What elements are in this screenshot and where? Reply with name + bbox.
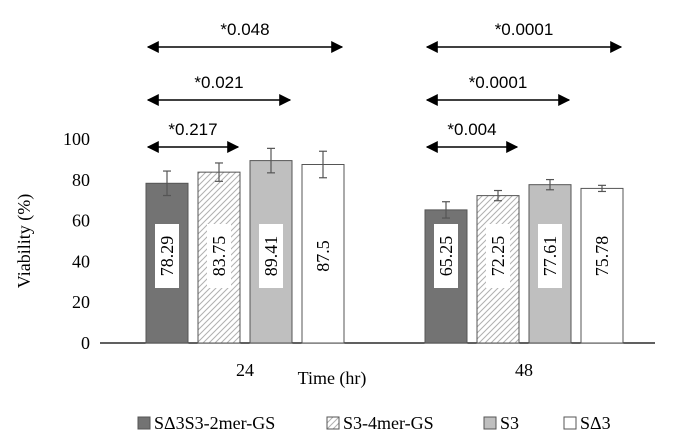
value-label-2-0: 89.41	[261, 236, 281, 277]
y-tick-label-1: 20	[72, 292, 90, 312]
value-label-0-1: 65.25	[436, 236, 456, 277]
error-bar-3-1	[598, 184, 606, 193]
value-label-box-0-1	[434, 224, 458, 288]
value-label-box-3-1	[590, 224, 614, 288]
value-label-box-2-1	[538, 224, 562, 288]
error-bar-1-0	[215, 162, 223, 182]
value-label-box-3-0	[311, 224, 335, 288]
bar-2-0	[249, 160, 293, 344]
value-label-box-1-1	[486, 224, 510, 288]
error-bar-2-1	[546, 178, 554, 191]
significance-label-1: *0.021	[194, 73, 243, 92]
significance-annotations: *0.217 *0.021 *0.048 *0.004 *0.0001 *0.0001	[146, 20, 623, 153]
legend: SΔ3S3-2mer-GS S3-4mer-GS S3 SΔ3	[137, 413, 611, 433]
value-label-1-1: 72.25	[488, 236, 508, 277]
legend-swatch-0	[137, 416, 151, 430]
error-bar-3-0	[319, 150, 327, 179]
error-bar-2-0	[267, 147, 275, 174]
significance-label-2: *0.048	[220, 20, 269, 39]
value-label-2-1: 77.61	[540, 236, 560, 277]
value-label-box-2-0	[259, 224, 283, 288]
value-label-0-0: 78.29	[157, 236, 177, 277]
y-tick-label-0: 0	[81, 333, 90, 353]
legend-label-2: S3	[500, 413, 519, 433]
value-label-3-1: 75.78	[592, 236, 612, 277]
legend-label-3: SΔ3	[580, 413, 611, 433]
legend-swatch-2	[483, 416, 497, 430]
legend-label-0: SΔ3S3-2mer-GS	[154, 413, 275, 433]
value-label-box-1-0	[207, 224, 231, 288]
significance-label-4: *0.0001	[469, 73, 528, 92]
legend-swatch-3	[563, 416, 577, 430]
value-label-3-0: 87.5	[313, 240, 333, 272]
legend-label-1: S3-4mer-GS	[343, 413, 434, 433]
value-labels: 78.29 65.25 83.75 72.25 89.41 77.61 87.5 75.78	[155, 224, 614, 288]
legend-swatch-1	[326, 416, 340, 430]
y-tick-label-5: 100	[63, 129, 90, 149]
error-bars	[163, 147, 606, 219]
value-label-1-0: 83.75	[209, 236, 229, 277]
y-tick-label-3: 60	[72, 211, 90, 231]
value-label-box-0-0	[155, 224, 179, 288]
error-bar-1-1	[494, 189, 502, 202]
significance-label-5: *0.0001	[495, 20, 554, 39]
y-axis-label: Viability (%)	[14, 194, 35, 288]
significance-label-3: *0.004	[447, 120, 496, 139]
x-axis-label: Time (hr)	[298, 368, 367, 389]
significance-label-0: *0.217	[168, 120, 217, 139]
error-bar-0-0	[163, 170, 171, 197]
y-tick-label-2: 40	[72, 251, 90, 271]
x-tick-label-0: 24	[236, 360, 254, 380]
error-bar-0-1	[442, 201, 450, 219]
y-tick-label-4: 80	[72, 170, 90, 190]
x-tick-label-1: 48	[515, 360, 533, 380]
